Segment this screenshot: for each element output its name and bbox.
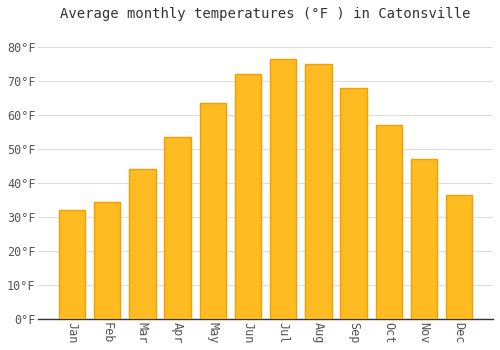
Bar bbox=[94, 202, 120, 319]
Bar bbox=[305, 64, 332, 319]
Bar bbox=[411, 159, 437, 319]
Bar bbox=[446, 195, 472, 319]
Bar bbox=[376, 125, 402, 319]
Bar bbox=[164, 137, 191, 319]
Bar bbox=[200, 103, 226, 319]
Bar bbox=[130, 169, 156, 319]
Bar bbox=[340, 88, 367, 319]
Bar bbox=[59, 210, 86, 319]
Bar bbox=[270, 58, 296, 319]
Bar bbox=[235, 74, 261, 319]
Title: Average monthly temperatures (°F ) in Catonsville: Average monthly temperatures (°F ) in Ca… bbox=[60, 7, 471, 21]
